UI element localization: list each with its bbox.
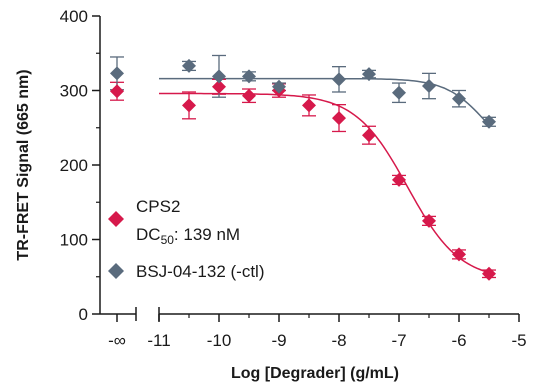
y-tick-label-4: 400 [60, 7, 88, 26]
fit-curve-0 [159, 94, 489, 273]
y-tick-label-2: 200 [60, 156, 88, 175]
y-axis-title: TR-FRET Signal (665 nm) [15, 69, 32, 260]
marker-0-6 [332, 111, 346, 125]
legend-label-bsj: BSJ-04-132 (-ctl) [136, 262, 264, 281]
data-markers [110, 59, 496, 281]
marker-0-5 [302, 98, 316, 112]
x-tick-label-6: -5 [511, 331, 526, 350]
x-tick-label-0: -11 [147, 331, 170, 350]
marker-0-0 [110, 84, 124, 98]
legend-marker-cps2 [108, 211, 124, 227]
x-axis: -∞ -11 -10 -9 -8 -7 -6 -5 [100, 307, 527, 350]
marker-0-7 [362, 128, 376, 142]
legend-label-cps2: CPS2 [136, 197, 180, 216]
x-axis-title: Log [Degrader] (g/mL) [231, 365, 399, 382]
legend-label-cps2-dc50: DC50: 139 nM [136, 225, 240, 247]
x-tick-label-4: -7 [391, 331, 406, 350]
marker-0-11 [482, 267, 496, 281]
marker-1-0 [110, 66, 124, 80]
marker-1-5 [332, 72, 346, 86]
fit-curve-1 [159, 79, 489, 125]
marker-1-7 [392, 86, 406, 100]
y-axis: 0 100 200 300 400 [60, 7, 100, 324]
marker-1-8 [422, 79, 436, 93]
legend: CPS2 DC50: 139 nM BSJ-04-132 (-ctl) [108, 197, 264, 281]
x-tick-label-inf: -∞ [108, 331, 126, 350]
marker-0-1 [182, 98, 196, 112]
marker-1-2 [212, 69, 226, 83]
legend-marker-bsj [108, 263, 124, 279]
y-tick-label-3: 300 [60, 82, 88, 101]
x-tick-label-1: -10 [207, 331, 232, 350]
y-tick-label-0: 0 [79, 305, 88, 324]
x-tick-label-3: -8 [331, 331, 346, 350]
y-tick-label-1: 100 [60, 231, 88, 250]
x-tick-label-5: -6 [451, 331, 466, 350]
marker-0-3 [242, 89, 256, 103]
x-tick-label-2: -9 [271, 331, 286, 350]
